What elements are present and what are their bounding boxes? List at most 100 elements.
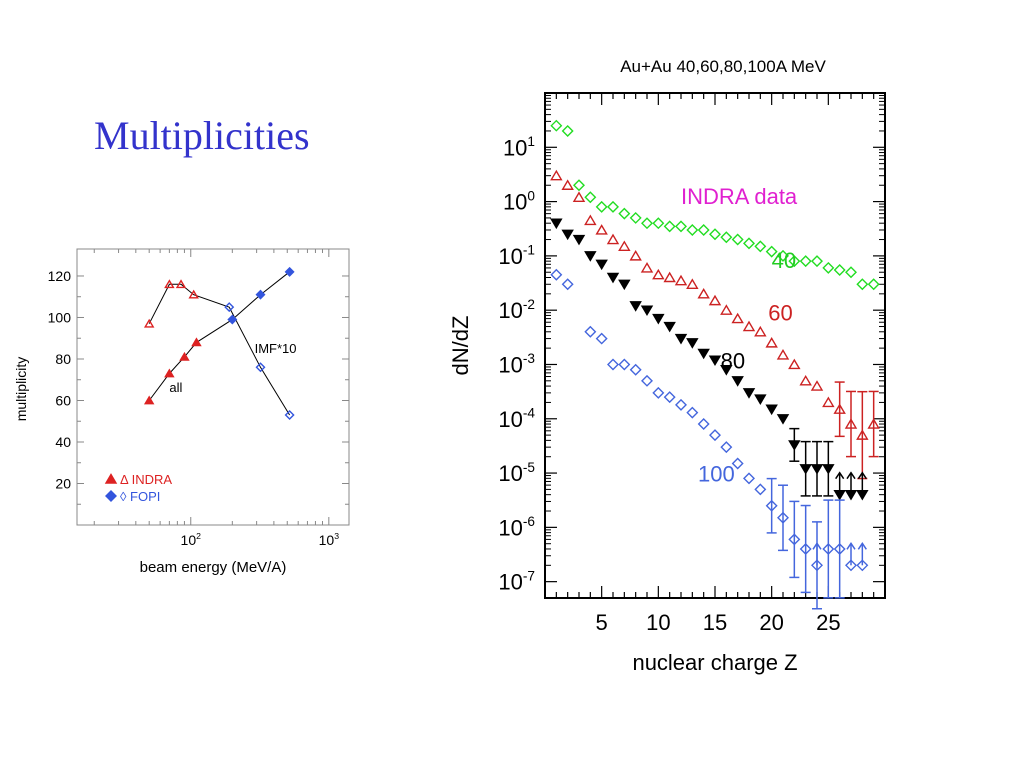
- data-point: [709, 429, 721, 442]
- data-point: [629, 363, 642, 376]
- y-tick-label: 10-5: [498, 460, 535, 486]
- data-point: [663, 391, 676, 404]
- x-tick-label: 10: [646, 610, 670, 635]
- x-tick-label: 25: [816, 610, 840, 635]
- x-tick-label: 20: [759, 610, 783, 635]
- data-point: [674, 333, 688, 345]
- data-point: [561, 278, 574, 291]
- x-tick-label: 5: [596, 610, 608, 635]
- y-tick-label: 40: [55, 434, 71, 450]
- x-axis-label: beam energy (MeV/A): [140, 559, 287, 576]
- data-point: [777, 511, 789, 524]
- annotation-label: 80: [721, 348, 745, 373]
- data-point: [188, 289, 199, 299]
- data-point: [255, 362, 266, 373]
- x-tick-label: 103: [319, 531, 340, 548]
- x-axis-label: nuclear charge Z: [632, 650, 797, 675]
- data-point: [629, 301, 642, 312]
- data-point: [618, 358, 631, 371]
- data-point: [856, 278, 869, 291]
- data-point: [652, 313, 665, 325]
- data-point: [799, 464, 812, 475]
- y-axis-label: multiplicity: [13, 357, 29, 422]
- data-point: [799, 255, 812, 268]
- data-point: [788, 440, 801, 451]
- data-point: [561, 124, 574, 137]
- data-point: [777, 249, 789, 262]
- chart-title: Au+Au 40,60,80,100A MeV: [620, 57, 826, 76]
- data-point: [652, 268, 665, 280]
- data-point: [572, 191, 586, 202]
- data-point: [224, 302, 235, 313]
- annotation-label: 100: [698, 461, 735, 486]
- y-axis-label: dN/dZ: [448, 316, 473, 376]
- data-point: [164, 368, 175, 378]
- data-point: [652, 386, 665, 399]
- data-point: [674, 274, 688, 286]
- data-point: [607, 200, 619, 213]
- data-point: [708, 355, 722, 367]
- data-point: [584, 191, 597, 204]
- data-point: [788, 533, 801, 546]
- data-point: [550, 218, 563, 230]
- data-point: [143, 395, 155, 405]
- data-point: [765, 499, 778, 512]
- data-point: [550, 268, 563, 281]
- data-point: [822, 261, 835, 274]
- y-tick-label: 101: [503, 134, 535, 160]
- data-point: [595, 224, 608, 235]
- legend-label: ◊ FOPI: [120, 489, 160, 504]
- data-point: [606, 233, 620, 245]
- data-point: [799, 542, 812, 555]
- data-point: [618, 240, 631, 252]
- data-point: [652, 217, 665, 230]
- data-point: [731, 376, 744, 387]
- data-point: [754, 325, 767, 337]
- data-point: [765, 404, 778, 416]
- data-point: [743, 472, 755, 485]
- upper-limit-arrowhead: [857, 541, 867, 550]
- upper-limit-arrowhead: [812, 541, 822, 550]
- data-point: [686, 406, 699, 419]
- data-point: [595, 200, 608, 213]
- data-point: [179, 351, 190, 361]
- data-point: [175, 279, 187, 289]
- x-tick-label: 15: [703, 610, 727, 635]
- data-point: [595, 332, 608, 345]
- data-point: [844, 418, 858, 429]
- data-point: [255, 289, 266, 300]
- data-point: [765, 245, 778, 258]
- data-point: [572, 234, 586, 246]
- data-point: [697, 223, 710, 236]
- data-point: [754, 240, 767, 253]
- y-tick-label: 60: [55, 392, 71, 408]
- data-point: [844, 489, 858, 501]
- data-point: [731, 312, 744, 324]
- data-point: [284, 410, 295, 421]
- data-point: [686, 338, 699, 349]
- data-point: [799, 374, 812, 386]
- data-point: [822, 396, 835, 408]
- data-point: [663, 220, 676, 233]
- legend-label: Δ INDRA: [120, 472, 172, 487]
- annotation-label: 40: [772, 248, 796, 273]
- data-point: [641, 217, 653, 230]
- data-point: [720, 231, 733, 244]
- upper-limit-arrowhead: [835, 471, 845, 480]
- data-point: [675, 220, 687, 233]
- data-point: [561, 179, 574, 190]
- data-point: [143, 318, 155, 328]
- data-point: [720, 365, 733, 376]
- legend-marker: [105, 490, 117, 502]
- data-point: [867, 278, 880, 291]
- data-point: [867, 418, 880, 429]
- annotation-label: all: [169, 380, 182, 395]
- data-point: [720, 304, 733, 315]
- data-point: [709, 228, 721, 241]
- data-point: [697, 287, 710, 299]
- data-point: [640, 262, 654, 273]
- y-tick-label: 80: [55, 351, 71, 367]
- data-point: [788, 255, 801, 268]
- data-point: [284, 266, 295, 277]
